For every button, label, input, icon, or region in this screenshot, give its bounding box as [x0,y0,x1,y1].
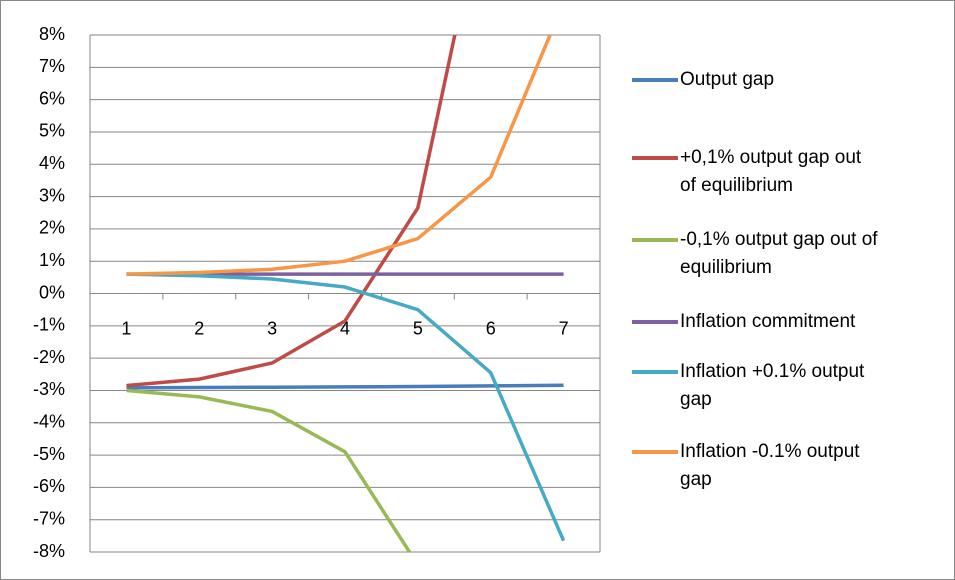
x-tick-label: 5 [413,318,423,338]
x-tick-label: 1 [121,318,131,338]
y-tick-label: 3% [39,185,65,205]
y-tick-label: -8% [33,541,65,561]
y-tick-label: -2% [33,347,65,367]
legend-label: Inflation +0.1% output gap [680,361,865,410]
y-tick-label: 5% [39,121,65,141]
series-line [126,272,566,542]
y-tick-label: 6% [39,88,65,108]
x-tick-label: 3 [267,318,277,338]
legend-label: -0,1% output gap out of equilibrium [680,229,878,278]
y-tick-label: 1% [39,250,65,270]
y-tick-label: -6% [33,476,65,496]
x-tick-label: 2 [194,318,204,338]
y-tick-label: 7% [39,56,65,76]
series-line [126,388,412,552]
legend-label: Inflation -0.1% output gap [680,441,860,490]
y-tick-label: -1% [33,315,65,335]
legend-label: Output gap [680,69,775,90]
y-tick-label: 4% [39,153,65,173]
legend-label: Inflation commitment [680,311,856,332]
series-line [126,35,457,388]
x-tick-label: 4 [340,318,350,338]
series-line [126,35,552,276]
y-tick-label: 0% [39,282,65,302]
legend-label: +0,1% output gap out of equilibrium [680,147,862,196]
y-tick-label: -3% [33,379,65,399]
y-tick-label: -5% [33,444,65,464]
x-tick-label: 6 [486,318,496,338]
y-tick-label: 8% [39,24,65,44]
x-tick-label: 7 [559,318,569,338]
y-tick-label: 2% [39,218,65,238]
y-tick-label: -7% [33,508,65,528]
y-tick-label: -4% [33,412,65,432]
series-line [126,383,564,390]
